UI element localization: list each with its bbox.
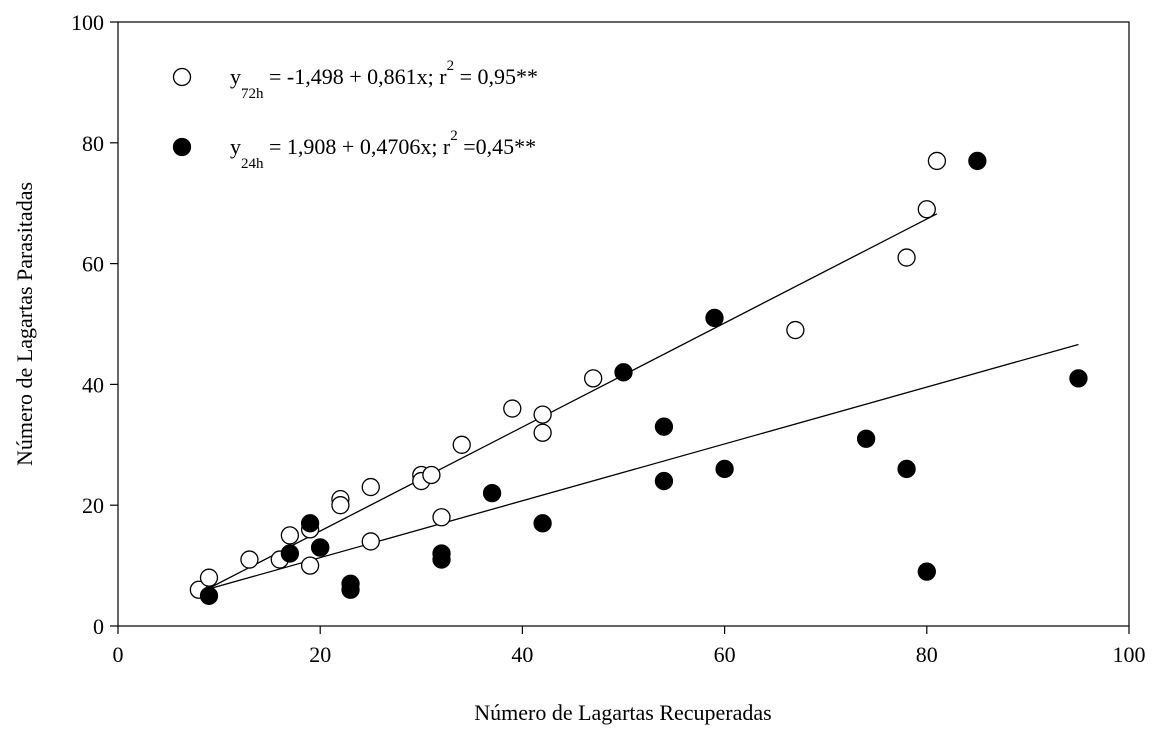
point-72h [584,369,603,388]
point-24h [432,550,451,569]
x-tick-label: 40 [511,642,533,667]
point-24h [482,483,502,503]
point-72h [533,405,552,424]
point-24h [715,459,734,479]
x-tick-label: 20 [309,642,331,667]
data-points [189,151,1088,605]
legend-label-72h: y72h = -1,498 + 0,861x; r2 = 0,95** [230,58,538,102]
point-24h [1069,369,1088,388]
x-tick-label: 100 [1113,642,1146,667]
point-72h [331,496,350,515]
regression-line-72h [208,213,938,589]
legend: y72h = -1,498 + 0,861x; r2 = 0,95** y24h … [172,58,538,172]
y-tick-label: 40 [82,372,104,397]
y-tick-label: 100 [71,10,104,35]
legend-label-24h: y24h = 1,908 + 0,4706x; r2 =0,45** [230,128,536,172]
point-24h [341,580,360,599]
point-24h [614,363,633,382]
point-72h [897,248,916,267]
point-24h [917,562,936,581]
point-72h [503,399,522,418]
x-tick-label: 80 [916,642,938,667]
legend-marker-24h [172,137,192,157]
y-tick-label: 20 [82,493,104,518]
point-72h [786,320,805,340]
point-24h [300,514,320,533]
point-24h [654,471,674,491]
point-72h [361,477,380,497]
point-72h [917,200,936,219]
point-24h [897,459,916,479]
y-axis-label: Número de Lagartas Parasitadas [12,182,37,466]
point-72h [240,550,259,569]
point-72h [927,151,947,171]
point-72h [452,435,471,454]
point-72h [300,556,320,575]
y-axis: 0 20 40 60 80 100 [71,10,118,639]
point-72h [533,423,552,442]
point-24h [856,429,876,448]
y-tick-label: 0 [93,614,104,639]
y-tick-label: 80 [82,131,104,156]
point-24h [311,538,330,557]
point-72h [422,465,441,485]
x-axis: 0 20 40 60 80 100 [113,626,1146,667]
point-72h [432,508,451,527]
point-24h [199,586,219,605]
x-tick-label: 60 [714,642,736,667]
regression-lines [208,213,1079,590]
x-tick-label: 0 [113,642,124,667]
plot-frame [117,21,1130,627]
point-24h [654,417,674,436]
legend-marker-72h [172,67,192,87]
point-72h [361,532,380,551]
point-24h [705,308,724,328]
point-72h [199,568,219,587]
point-24h [968,151,987,171]
regression-line-24h [208,343,1079,590]
x-axis-label: Número de Lagartas Recuperadas [474,700,771,725]
y-tick-label: 60 [82,252,104,277]
point-24h [533,514,552,533]
point-72h [280,526,300,545]
point-24h [280,544,300,563]
